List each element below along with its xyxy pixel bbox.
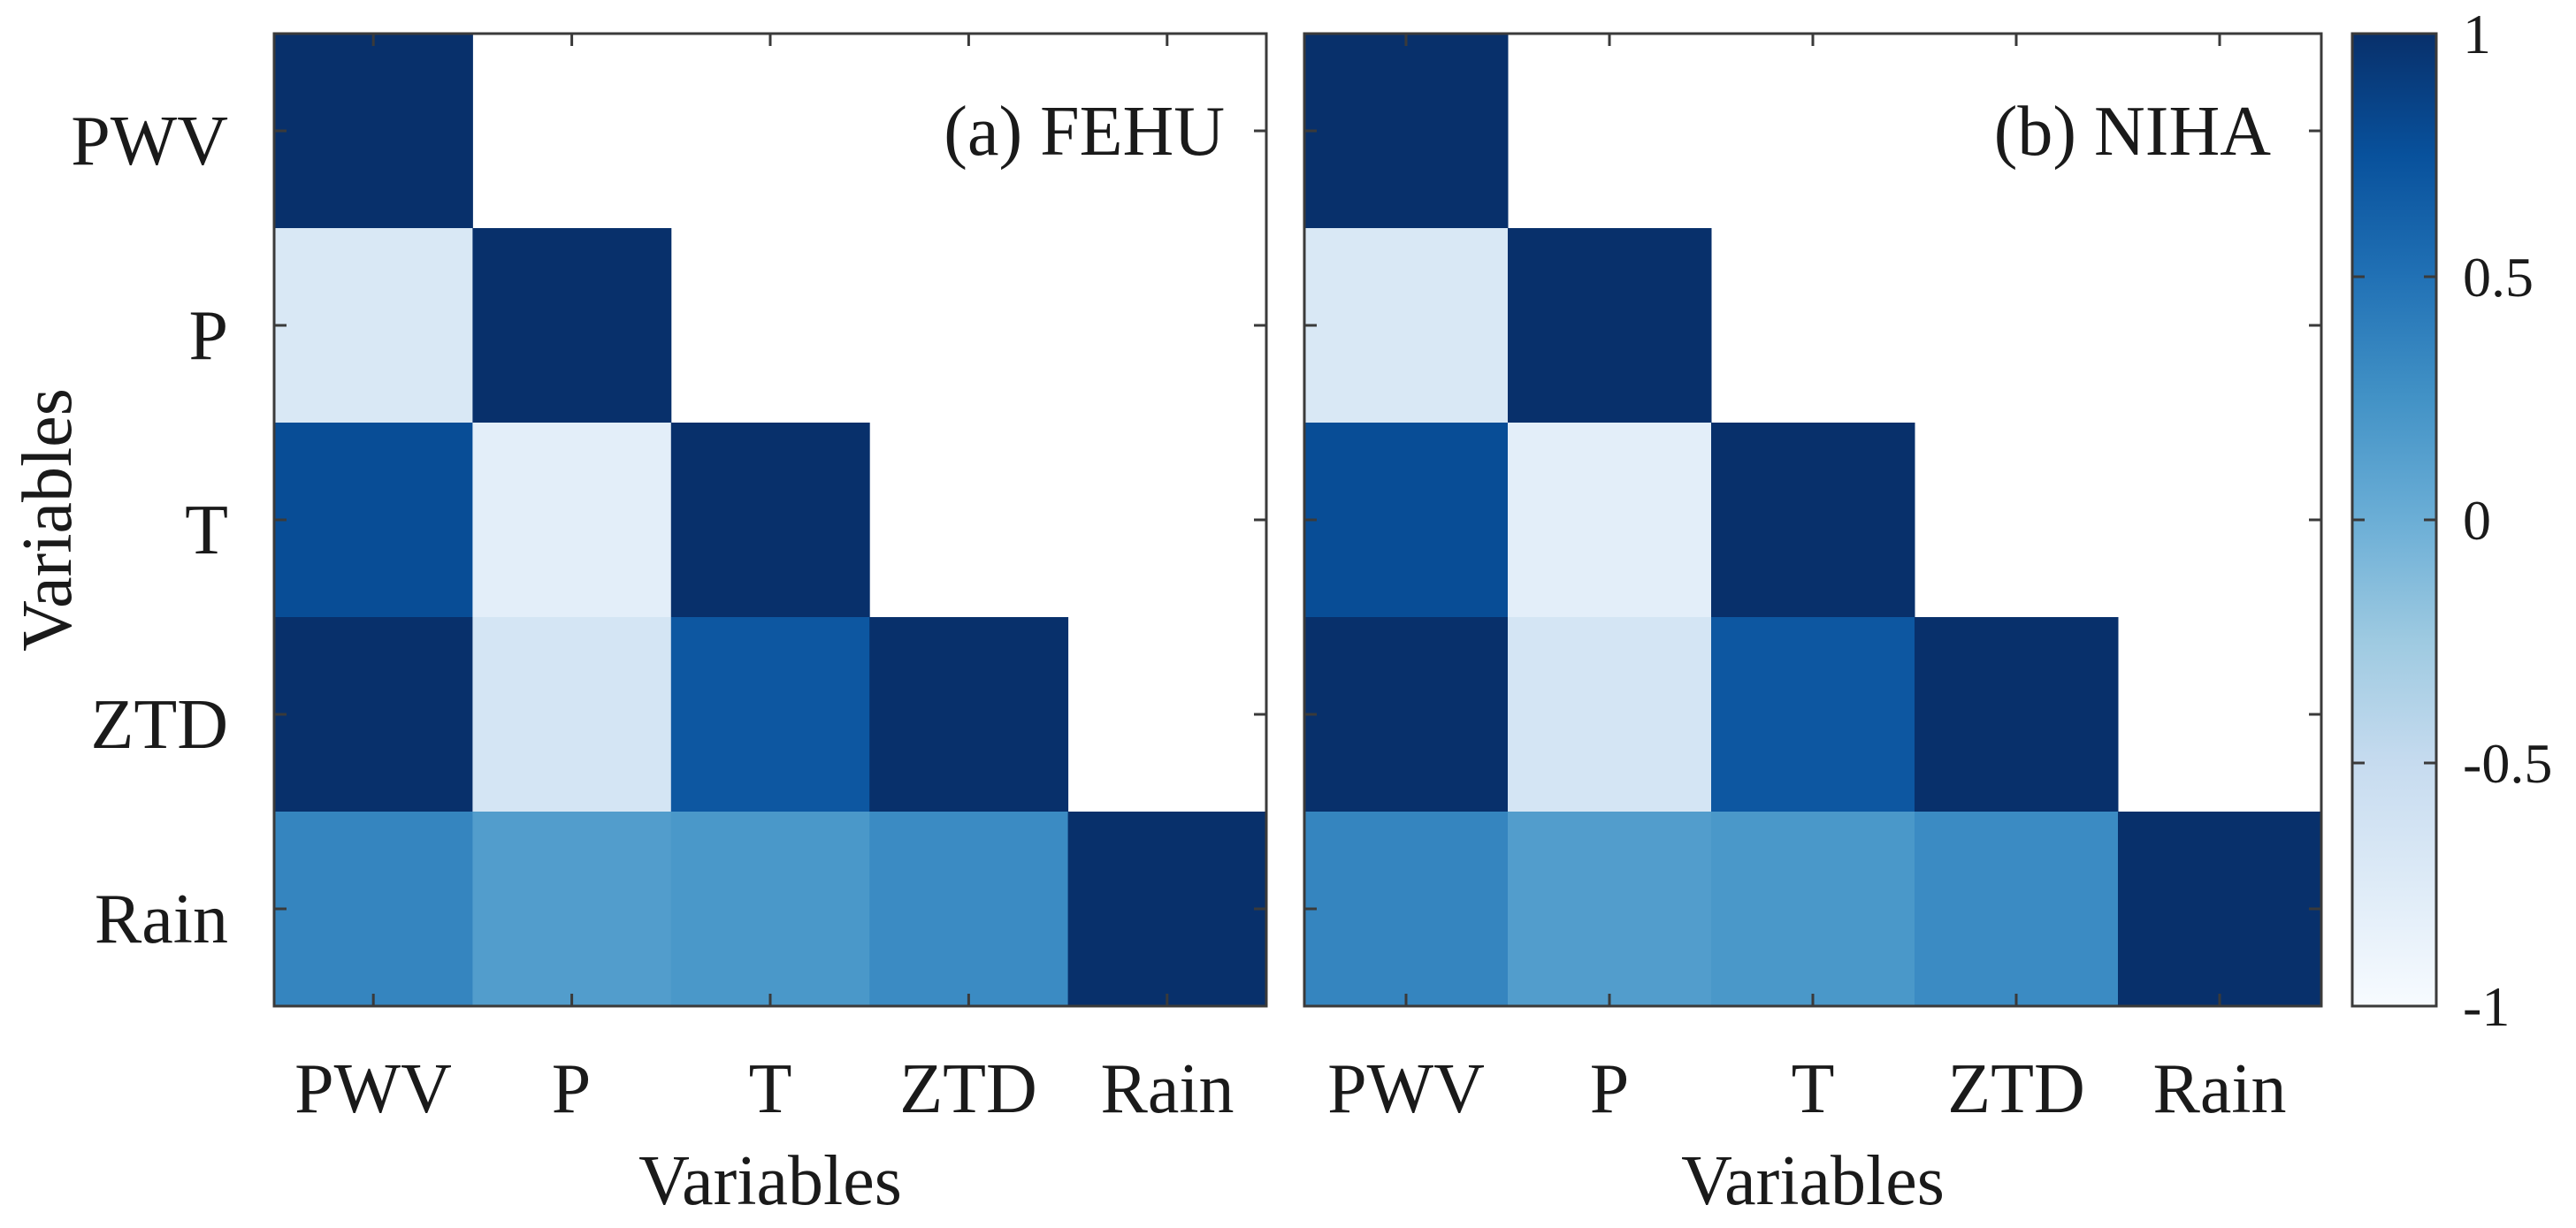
panel-a-title: (a) FEHU [944, 93, 1225, 171]
heatmap-cell-rain-pwv [1304, 812, 1509, 1007]
heatmap-cell-rain-ztd [1915, 812, 2119, 1007]
heatmap-cell-rain-p [1508, 812, 1712, 1007]
xtick-label: T [1792, 1050, 1835, 1128]
panel-b-xtick-labels: PWV P T ZTD Rain [1327, 1050, 2286, 1128]
heatmap-cell-p-pwv [1304, 228, 1509, 423]
colorbar-ticks [2352, 32, 2436, 1008]
colorbar-tick-label: 0.5 [2463, 246, 2534, 309]
panel-b-xlabel: Variables [1681, 1142, 1945, 1220]
panel-b-ticks [1304, 34, 2321, 1006]
heatmap-cell-t-p [1508, 423, 1712, 618]
heatmap-cell-rain-pwv [274, 812, 473, 1007]
xtick-label: PWV [1327, 1050, 1485, 1128]
heatmap-cell-t-pwv [1304, 423, 1509, 618]
panel-b-cells [1304, 34, 2322, 1007]
heatmap-cell-t-p [472, 423, 672, 618]
panel-b-title: (b) NIHA [1994, 93, 2271, 171]
panel-a-cells [274, 34, 1267, 1007]
panel-a-heatmap: (a) FEHU PWV P T ZTD Rain PWV P T ZTD Ra… [9, 32, 1268, 1220]
heatmap-cell-ztd-t [670, 617, 870, 812]
xtick-label: T [749, 1050, 792, 1128]
heatmap-cell-t-pwv [274, 423, 473, 618]
panel-a-xtick-labels: PWV P T ZTD Rain [294, 1050, 1234, 1128]
xtick-label: P [1590, 1050, 1630, 1128]
ytick-label: PWV [71, 103, 228, 180]
heatmap-cell-p-p [472, 228, 672, 423]
heatmap-cell-ztd-pwv [274, 617, 473, 812]
xtick-label: P [552, 1050, 592, 1128]
colorbar-tick-label: 0 [2463, 489, 2491, 552]
colorbar-tick-label: -0.5 [2463, 732, 2552, 795]
heatmap-cell-t-t [670, 423, 870, 618]
heatmap-cell-p-pwv [274, 228, 473, 423]
ytick-label: ZTD [90, 686, 228, 764]
colorbar-tick-label: 1 [2463, 3, 2491, 65]
colorbar-tick-labels: 1 0.5 0 -0.5 -1 [2463, 3, 2552, 1038]
heatmap-cell-rain-t [670, 812, 870, 1007]
xtick-label: ZTD [899, 1050, 1037, 1128]
xtick-label: Rain [2152, 1050, 2286, 1128]
ytick-label: Rain [95, 881, 228, 958]
panel-a-ticks [274, 34, 1266, 1006]
heatmap-cell-rain-t [1711, 812, 1915, 1007]
panel-b-heatmap: (b) NIHA PWV P T ZTD Rain Variables [1303, 32, 2323, 1220]
heatmap-cell-ztd-ztd [869, 617, 1069, 812]
heatmap-cell-ztd-t [1711, 617, 1915, 812]
heatmap-cell-rain-rain [1067, 812, 1267, 1007]
heatmap-cell-ztd-ztd [1915, 617, 2119, 812]
heatmap-cell-ztd-p [1508, 617, 1712, 812]
heatmap-cell-pwv-pwv [274, 34, 473, 229]
ytick-label: T [185, 492, 228, 569]
colorbar-tick-label: -1 [2463, 975, 2510, 1038]
panel-a-ylabel: Variables [9, 388, 87, 652]
heatmap-cell-ztd-p [472, 617, 672, 812]
heatmap-cell-rain-ztd [869, 812, 1069, 1007]
heatmap-cell-pwv-pwv [1304, 34, 1509, 229]
panel-a-ytick-labels: PWV P T ZTD Rain [71, 103, 228, 958]
colorbar: 1 0.5 0 -0.5 -1 [2351, 3, 2552, 1038]
panel-a-xlabel: Variables [638, 1142, 902, 1220]
xtick-label: ZTD [1947, 1050, 2085, 1128]
heatmap-cell-rain-rain [2118, 812, 2322, 1007]
xtick-label: Rain [1100, 1050, 1234, 1128]
heatmap-cell-ztd-pwv [1304, 617, 1509, 812]
heatmap-cell-p-p [1508, 228, 1712, 423]
heatmap-cell-rain-p [472, 812, 672, 1007]
ytick-label: P [189, 297, 229, 375]
colorbar-gradient [2351, 32, 2438, 1008]
xtick-label: PWV [294, 1050, 452, 1128]
heatmap-cell-t-t [1711, 423, 1915, 618]
